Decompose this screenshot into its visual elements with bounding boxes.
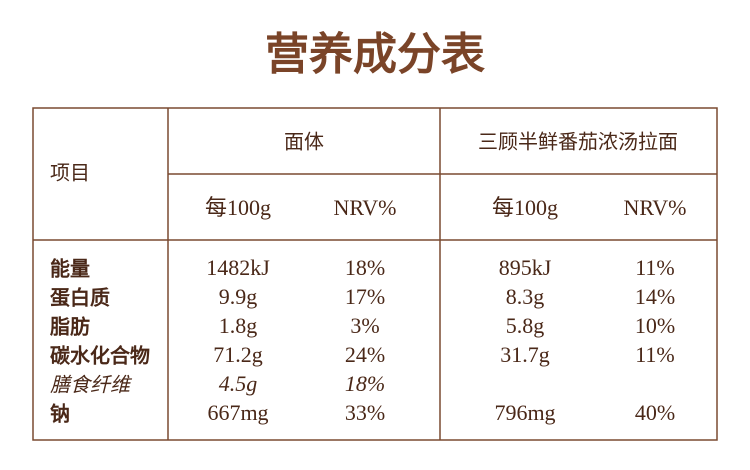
cell: 24%	[345, 342, 385, 367]
cell: 796mg	[494, 400, 555, 425]
cell: 895kJ	[499, 255, 552, 280]
cell: 14%	[635, 284, 675, 309]
cell: 17%	[345, 284, 385, 309]
column-header: 每100g	[205, 195, 271, 220]
column-header: NRV%	[333, 195, 396, 220]
row-label: 能量	[50, 257, 90, 281]
cell: 1482kJ	[206, 255, 270, 280]
row-label: 钠	[50, 402, 70, 426]
title: 营养成分表	[265, 29, 485, 80]
cell: 9.9g	[219, 284, 258, 309]
cell: 5.8g	[506, 313, 545, 338]
cell: 1.8g	[219, 313, 258, 338]
cell: 4.5g	[219, 371, 258, 396]
row-label: 碳水化合物	[50, 344, 150, 368]
cell: 71.2g	[213, 342, 263, 367]
cell: 10%	[635, 313, 675, 338]
item-header: 项目	[50, 161, 90, 185]
row-label: 膳食纤维	[50, 373, 133, 397]
cell: 33%	[345, 400, 385, 425]
column-header: NRV%	[623, 195, 686, 220]
row-label: 蛋白质	[50, 286, 110, 310]
cell: 11%	[635, 255, 675, 280]
group-header: 三顾半鲜番茄浓汤拉面	[478, 130, 678, 154]
cell: 40%	[635, 400, 675, 425]
table-frame	[32, 107, 718, 441]
cell: 18%	[345, 255, 385, 280]
group-header: 面体	[284, 130, 324, 154]
cell: 31.7g	[500, 342, 550, 367]
column-header: 每100g	[492, 195, 558, 220]
cell: 3%	[350, 313, 379, 338]
cell: 667mg	[207, 400, 268, 425]
cell: 18%	[345, 371, 385, 396]
row-label: 脂肪	[50, 315, 90, 339]
cell: 8.3g	[506, 284, 545, 309]
cell: 11%	[635, 342, 675, 367]
